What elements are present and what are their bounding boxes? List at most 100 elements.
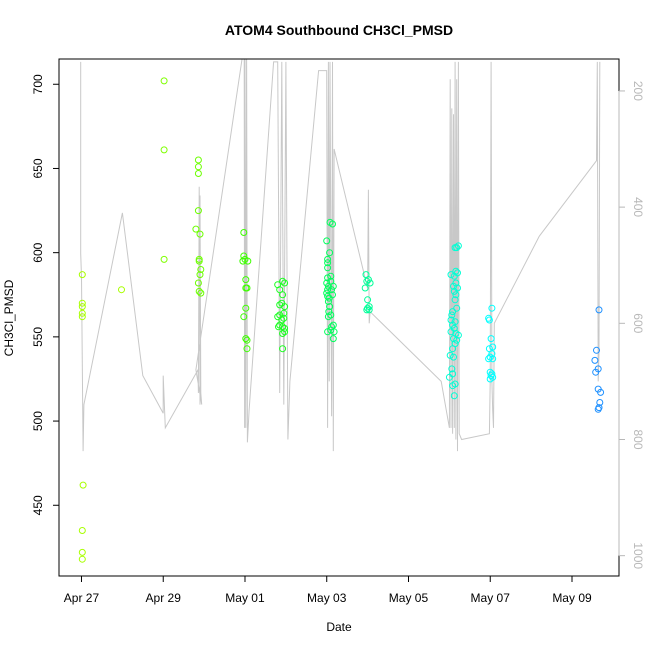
y-tick-label: 700: [31, 74, 45, 94]
data-point: [453, 304, 461, 312]
data-point: [281, 279, 289, 287]
data-point: [489, 343, 497, 351]
data-point: [328, 286, 336, 294]
data-point: [447, 271, 455, 279]
data-point: [329, 220, 336, 228]
data-point: [276, 286, 284, 294]
data-point: [280, 309, 288, 317]
x-tick-label: May 07: [471, 591, 511, 605]
right-tick-label: 1000: [631, 542, 645, 569]
data-point: [78, 309, 86, 317]
x-axis-label: Date: [326, 620, 352, 634]
right-tick-label: 200: [631, 81, 645, 101]
data-point: [160, 146, 168, 154]
data-point: [323, 279, 331, 287]
y-tick-label: 550: [31, 327, 45, 347]
secondary-series: [80, 59, 601, 452]
data-point: [591, 356, 599, 364]
right-tick-label: 800: [631, 429, 645, 449]
data-point: [244, 257, 252, 265]
data-point: [453, 336, 461, 344]
data-point: [445, 373, 453, 381]
data-point: [450, 272, 458, 280]
data-point: [242, 284, 250, 292]
data-point: [448, 365, 456, 373]
data-point: [118, 286, 125, 294]
data-point: [363, 306, 371, 314]
data-point: [488, 304, 496, 312]
data-point: [78, 313, 86, 321]
data-point: [279, 291, 287, 299]
data-point: [324, 255, 332, 263]
data-point: [194, 279, 202, 287]
data-point: [452, 267, 460, 275]
data-point: [324, 298, 332, 305]
data-point: [240, 229, 248, 236]
data-point: [449, 345, 457, 353]
x-tick-label: May 09: [552, 591, 592, 605]
data-point: [487, 372, 495, 380]
data-point: [240, 313, 248, 321]
data-point: [489, 355, 497, 363]
data-point: [485, 355, 493, 363]
data-point: [242, 276, 250, 284]
data-point: [280, 314, 288, 322]
data-point: [324, 313, 332, 321]
data-point: [78, 271, 86, 279]
data-point: [450, 392, 458, 400]
data-point: [449, 321, 457, 329]
data-point: [326, 303, 334, 311]
data-point: [330, 328, 338, 336]
x-axis: Apr 27 Apr 29 May 01 May 03 May 05 May 07 May …: [64, 575, 592, 605]
y-tick-label: 600: [31, 242, 45, 262]
data-point: [363, 277, 371, 285]
data-point: [449, 308, 457, 316]
data-point: [79, 481, 87, 489]
data-point: [366, 279, 374, 287]
data-point: [281, 303, 289, 311]
data-point: [326, 249, 334, 257]
data-point: [487, 335, 495, 343]
x-tick-label: May 01: [225, 591, 265, 605]
data-point: [365, 306, 373, 314]
data-point: [195, 257, 203, 265]
x-tick-label: Apr 29: [146, 591, 182, 605]
plot-frame: [58, 58, 620, 577]
data-point: [197, 266, 205, 273]
track-line: [80, 59, 601, 452]
data-point: [196, 271, 204, 279]
data-point: [281, 328, 289, 336]
data-point: [197, 289, 205, 297]
data-point: [593, 346, 600, 354]
right-axis: 200 400 600 800 1000: [618, 81, 645, 569]
data-point: [447, 328, 455, 336]
data-point: [364, 276, 372, 284]
data-point: [595, 306, 603, 314]
data-point: [324, 259, 332, 267]
data-point: [195, 287, 203, 295]
data-point: [448, 311, 456, 319]
y-tick-label: 650: [31, 158, 45, 178]
data-point: [450, 353, 457, 361]
data-point: [323, 237, 331, 245]
data-point: [329, 335, 337, 343]
data-point: [78, 303, 86, 311]
right-tick-label: 600: [631, 313, 645, 333]
data-point: [452, 291, 460, 299]
data-point: [279, 277, 287, 285]
data-point: [361, 284, 369, 292]
data-point: [242, 335, 250, 343]
data-point: [450, 282, 457, 290]
y-tick-label: 500: [31, 411, 45, 431]
data-point: [279, 330, 287, 337]
data-point: [451, 296, 459, 304]
data-point: [194, 170, 202, 177]
x-tick-label: Apr 27: [64, 591, 100, 605]
data-point: [449, 382, 457, 390]
data-point: [485, 316, 493, 324]
data-point: [194, 207, 202, 215]
data-point: [242, 304, 250, 312]
data-point: [276, 301, 284, 309]
data-point: [196, 230, 204, 238]
